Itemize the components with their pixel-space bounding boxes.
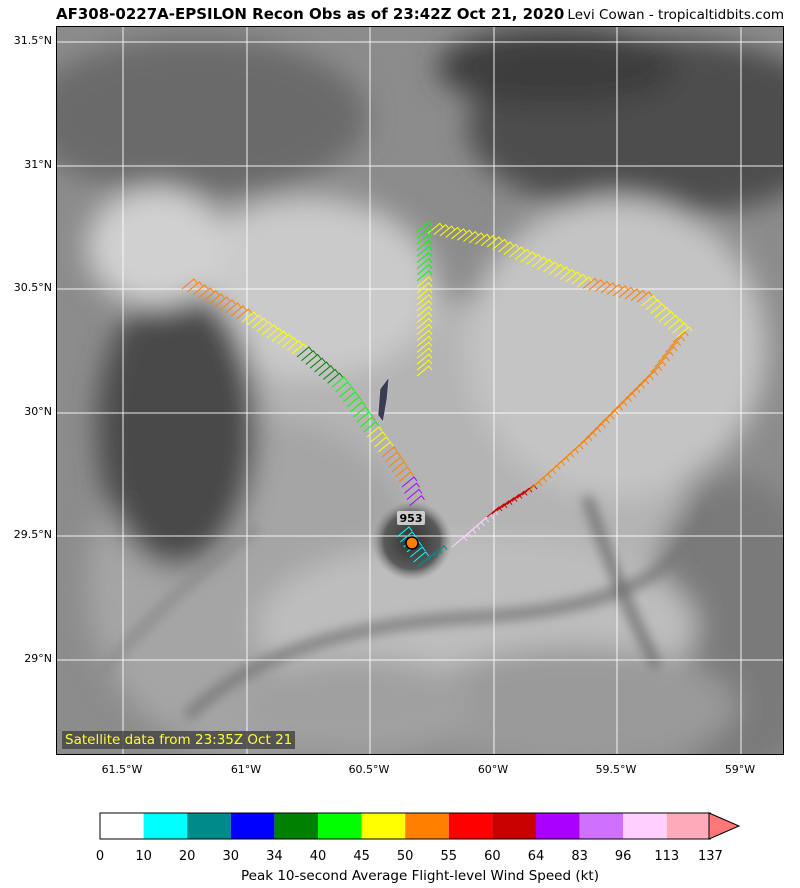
storm-center-icon bbox=[405, 536, 419, 550]
colorbar-tick-label: 50 bbox=[396, 849, 414, 864]
colorbar-swatch bbox=[230, 813, 275, 839]
lat-label: 31.5°N bbox=[13, 34, 52, 47]
lat-label: 30°N bbox=[24, 405, 52, 418]
lat-label: 31°N bbox=[24, 158, 52, 171]
colorbar-tick-label: 96 bbox=[614, 849, 632, 864]
lon-label: 60°W bbox=[477, 763, 509, 776]
colorbar-swatch bbox=[492, 813, 536, 839]
colorbar-tick-label: 30 bbox=[222, 849, 240, 864]
pressure-label: 953 bbox=[400, 512, 423, 525]
colorbar-swatch bbox=[318, 813, 362, 839]
colorbar-swatch bbox=[666, 813, 711, 839]
page-title: AF308-0227A-EPSILON Recon Obs as of 23:4… bbox=[56, 5, 565, 23]
lat-label: 29.5°N bbox=[13, 528, 52, 541]
colorbar-tick-label: 0 bbox=[95, 849, 105, 864]
colorbar-swatch bbox=[623, 813, 667, 839]
lon-label: 61.5°W bbox=[101, 763, 143, 776]
colorbar-swatch bbox=[100, 813, 144, 839]
cloud-field bbox=[57, 27, 783, 754]
colorbar-tick-label: 137 bbox=[697, 849, 723, 864]
colorbar-extend-arrow bbox=[708, 812, 741, 840]
colorbar-tick-label: 20 bbox=[178, 849, 196, 864]
colorbar-tick-label: 34 bbox=[266, 849, 283, 864]
colorbar-tick-label: 40 bbox=[309, 849, 327, 864]
colorbar-swatch bbox=[405, 813, 449, 839]
lon-label: 59.5°W bbox=[595, 763, 637, 776]
lon-label: 61°W bbox=[230, 763, 262, 776]
satellite-map[interactable]: 953 Satellite data from 23:35Z Oct 21 bbox=[56, 26, 784, 755]
colorbar-swatch bbox=[579, 813, 624, 839]
credit-text: Levi Cowan - tropicaltidbits.com bbox=[567, 7, 784, 23]
colorbar-swatch bbox=[143, 813, 188, 839]
colorbar-tick-label: 10 bbox=[135, 849, 152, 864]
lat-label: 30.5°N bbox=[13, 281, 52, 294]
map-gridlines bbox=[57, 27, 783, 754]
colorbar-tick-label: 45 bbox=[353, 849, 370, 864]
colorbar-tick-label: 83 bbox=[571, 849, 588, 864]
aircraft-icon bbox=[377, 375, 390, 423]
colorbar bbox=[99, 812, 741, 840]
pressure-box bbox=[397, 511, 425, 525]
colorbar-swatch bbox=[274, 813, 318, 839]
lat-label: 29°N bbox=[24, 652, 52, 665]
colorbar-tick-label: 55 bbox=[440, 849, 458, 864]
satellite-timestamp: Satellite data from 23:35Z Oct 21 bbox=[62, 731, 296, 749]
colorbar-tick-label: 113 bbox=[654, 849, 680, 864]
colorbar-swatch bbox=[361, 813, 406, 839]
lon-label: 59°W bbox=[724, 763, 756, 776]
lon-label: 60.5°W bbox=[348, 763, 390, 776]
cloud-bands bbox=[94, 495, 712, 721]
colorbar-tick-label: 64 bbox=[527, 849, 545, 864]
map-canvas: 953 bbox=[57, 27, 783, 754]
colorbar-swatch bbox=[448, 813, 493, 839]
colorbar-title: Peak 10-second Average Flight-level Wind… bbox=[241, 868, 599, 884]
colorbar-swatch bbox=[187, 813, 231, 839]
colorbar-swatch bbox=[536, 813, 580, 839]
colorbar-tick-label: 60 bbox=[484, 849, 501, 864]
